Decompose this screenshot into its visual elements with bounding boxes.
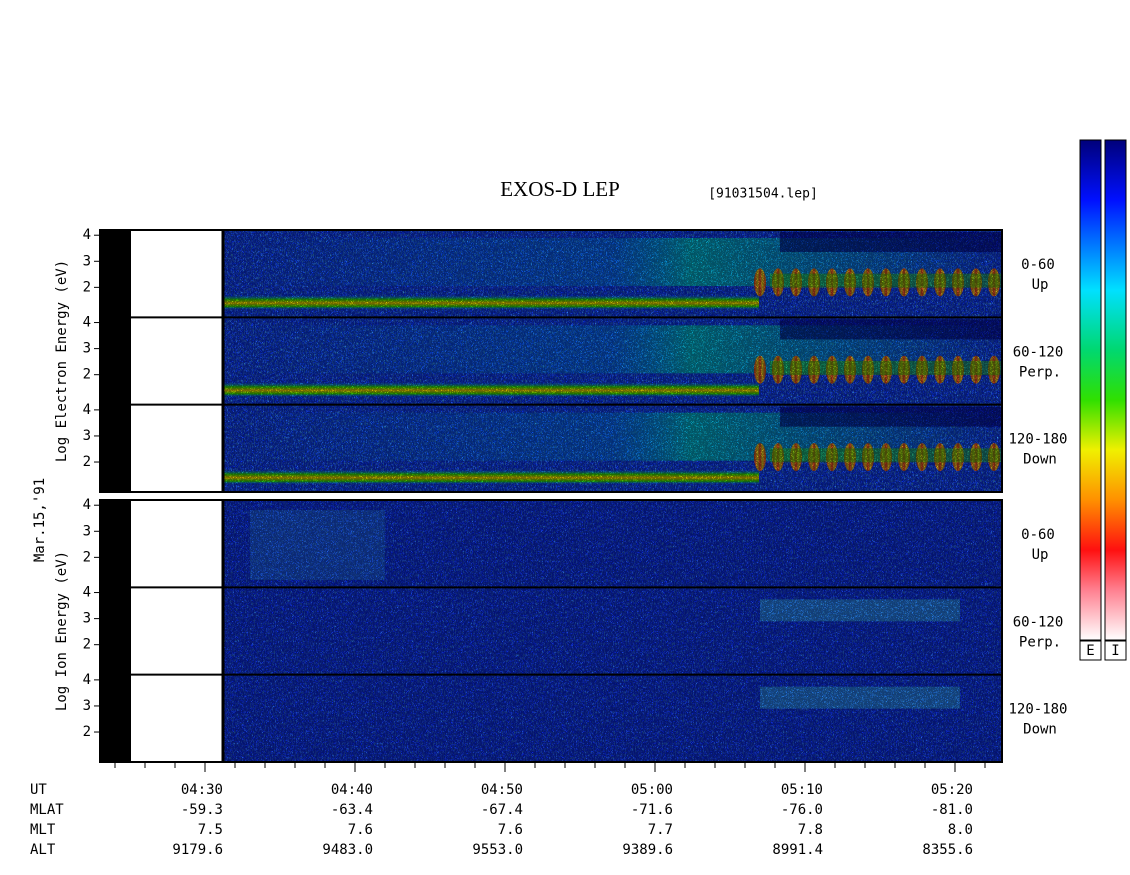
row-value: -76.0 [781,802,823,818]
y-tick-label: 4 [83,497,91,513]
time-gap [100,230,131,492]
colorbar-box [1104,640,1127,661]
row-name: MLT [30,822,56,838]
row-value: 7.5 [198,822,223,838]
subpanel-angle: 120-180 [1008,702,1067,718]
no-data [131,500,223,762]
y-tick-label: 2 [83,637,91,653]
subpanel-direction: Down [1023,452,1057,468]
subpanel-angle: 120-180 [1008,432,1067,448]
subpanel-angle: 60-120 [1013,614,1064,630]
row-value: 7.6 [498,822,523,838]
spectrogram-dots [224,587,1002,675]
y-tick-label: 4 [83,672,91,688]
subpanel-direction: Perp. [1019,364,1061,380]
y-tick-label: 2 [83,724,91,740]
row-value: 9389.6 [622,842,673,858]
y-tick-label: 4 [83,227,91,243]
row-value: 8355.6 [922,842,973,858]
y-tick-label: 3 [83,253,91,269]
subpanel-angle: 0-60 [1021,257,1055,273]
row-name: MLAT [30,802,64,818]
row-value: 05:20 [931,782,973,798]
row-value: 04:30 [181,782,223,798]
row-value: 9179.6 [172,842,223,858]
y-tick-label: 2 [83,454,91,470]
row-value: -71.6 [631,802,673,818]
y-tick-label: 2 [83,367,91,383]
plot: 2 3 4 0-60 Up 2 3 4 60-120 Perp. 2 3 4 120-180 Down Log… [30,139,1127,858]
no-data [131,230,223,492]
row-value: 04:40 [331,782,373,798]
spectrogram-dots [224,230,1002,318]
time-gap [100,500,131,762]
subpanel-direction: Down [1023,722,1057,738]
y-tick-label: 4 [83,585,91,601]
spectrogram-dots [224,500,1002,588]
y-axis-label: Log Ion Energy (eV) [54,551,70,711]
y-tick-label: 4 [83,315,91,331]
spectrogram-dots [224,317,1002,405]
colorbar-box [1079,640,1102,661]
row-value: 7.7 [648,822,673,838]
y-tick-label: 3 [83,341,91,357]
row-value: 05:00 [631,782,673,798]
row-value: 9483.0 [322,842,373,858]
spectrogram-dots [224,404,1002,492]
y-tick-label: 3 [83,428,91,444]
row-value: 05:10 [781,782,823,798]
panel-frame [99,229,1003,493]
colorbar-label: E [1086,643,1094,659]
row-value: -67.4 [481,802,523,818]
subpanel-direction: Up [1032,547,1049,563]
row-value: 8991.4 [772,842,823,858]
y-tick-label: 2 [83,279,91,295]
row-value: 8.0 [948,822,973,838]
date-label: Mar.15,'91 [32,478,48,562]
subpanel-direction: Perp. [1019,634,1061,650]
y-tick-label: 3 [83,698,91,714]
row-value: 7.6 [348,822,373,838]
y-axis-label: Log Electron Energy (eV) [54,260,70,462]
y-tick-label: 3 [83,523,91,539]
spectrogram-dots [224,674,1002,762]
row-value: -63.4 [331,802,373,818]
subpanel-angle: 0-60 [1021,527,1055,543]
row-value: -59.3 [181,802,223,818]
row-value: 9553.0 [472,842,523,858]
colorbar [1079,139,1102,641]
file-name: [91031504.lep] [708,187,818,202]
y-tick-label: 4 [83,402,91,418]
row-name: UT [30,782,47,798]
chart-title: EXOS-D LEP [500,177,620,201]
row-value: 04:50 [481,782,523,798]
subpanel-angle: 60-120 [1013,344,1064,360]
row-name: ALT [30,842,56,858]
subpanel-direction: Up [1032,277,1049,293]
y-tick-label: 2 [83,549,91,565]
y-tick-label: 3 [83,611,91,627]
row-value: -81.0 [931,802,973,818]
colorbar [1104,139,1127,641]
colorbar-label: I [1111,643,1119,659]
row-value: 7.8 [798,822,823,838]
